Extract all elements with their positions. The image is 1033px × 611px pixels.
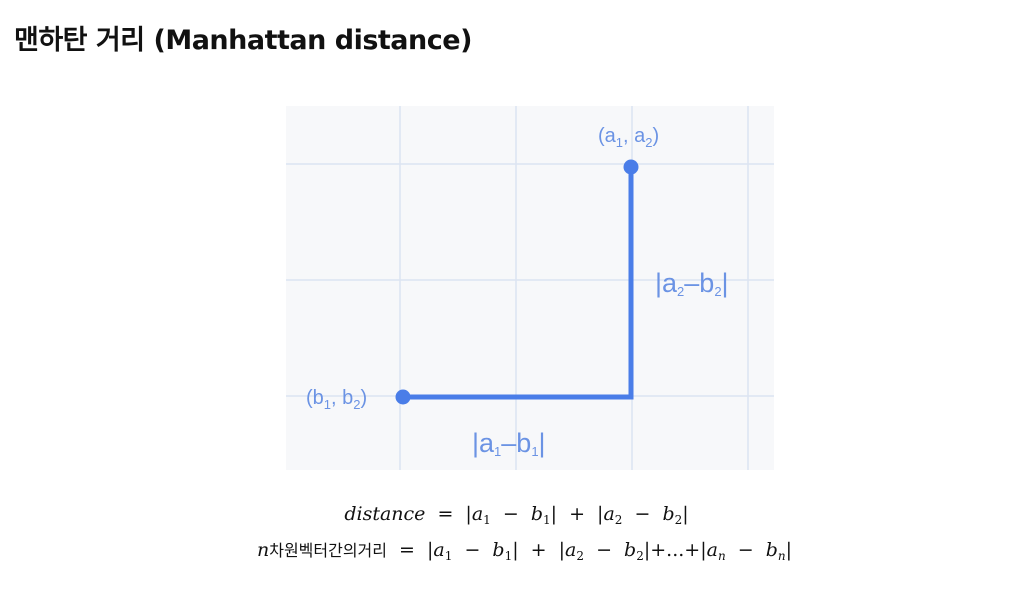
term-abs-open: |a	[597, 503, 615, 525]
term-b: b	[624, 539, 637, 561]
formula-equals: =	[437, 503, 454, 525]
term-ellipsis: |+...+	[643, 539, 701, 561]
term-subscript: 2	[614, 513, 623, 527]
term-minus: −	[596, 539, 612, 561]
formula-lhs-text: 차원벡터간의거리	[269, 541, 387, 560]
term-subscript: n	[717, 549, 726, 563]
point-b-marker	[395, 389, 411, 405]
term-subscript: 2	[674, 513, 683, 527]
formula-lhs-n: n	[256, 539, 270, 561]
term-b: b	[530, 503, 543, 525]
vertical-distance-label: |a2–b2|	[655, 268, 729, 299]
term-abs-close: |	[785, 539, 793, 561]
formula-plus: +	[530, 539, 547, 561]
term-minus: −	[634, 503, 651, 525]
manhattan-diagram: (a1, a2) (b1, b2) |a2–b2| |a1–b1|	[286, 106, 774, 470]
term-abs-open: |a	[427, 539, 445, 561]
term-subscript: 1	[483, 513, 491, 527]
formula-plus: +	[569, 503, 585, 525]
term-abs-open: |a	[558, 539, 577, 561]
manhattan-path	[403, 167, 634, 400]
diagram-svg: (a1, a2) (b1, b2) |a2–b2| |a1–b1|	[286, 106, 774, 470]
page-title: 맨하탄 거리 (Manhattan distance)	[14, 25, 472, 56]
formula-2d: distance = |a1 − b1| + |a2 − b2|	[0, 503, 1033, 527]
term-minus: −	[502, 503, 519, 525]
term-abs-open: |a	[700, 539, 718, 561]
point-a-marker	[623, 159, 639, 175]
term-subscript: 1	[444, 549, 453, 563]
term-abs-close: |	[512, 539, 519, 561]
formula-equals: =	[399, 539, 415, 561]
term-subscript: n	[777, 549, 786, 563]
formula-lhs: distance	[344, 503, 426, 525]
term-b: b	[662, 503, 675, 525]
term-subscript: 2	[636, 549, 644, 563]
term-b: b	[492, 539, 505, 561]
term-subscript: 1	[504, 549, 513, 563]
term-b: b	[765, 539, 778, 561]
formula-nd: n차원벡터간의거리 = |a1 − b1| + |a2 − b2|+...+|a…	[8, 537, 1033, 563]
point-b-label: (b1, b2)	[306, 387, 367, 412]
diagram-background	[286, 106, 774, 470]
term-subscript: 2	[576, 549, 585, 563]
point-a-label: (a1, a2)	[598, 125, 659, 150]
term-abs-close: |	[682, 503, 689, 525]
term-abs-close: |	[550, 503, 558, 525]
horizontal-distance-label: |a1–b1|	[472, 428, 546, 459]
term-minus: −	[464, 539, 481, 561]
term-minus: −	[737, 539, 754, 561]
term-abs-open: |a	[465, 503, 484, 525]
term-subscript: 1	[542, 513, 551, 527]
